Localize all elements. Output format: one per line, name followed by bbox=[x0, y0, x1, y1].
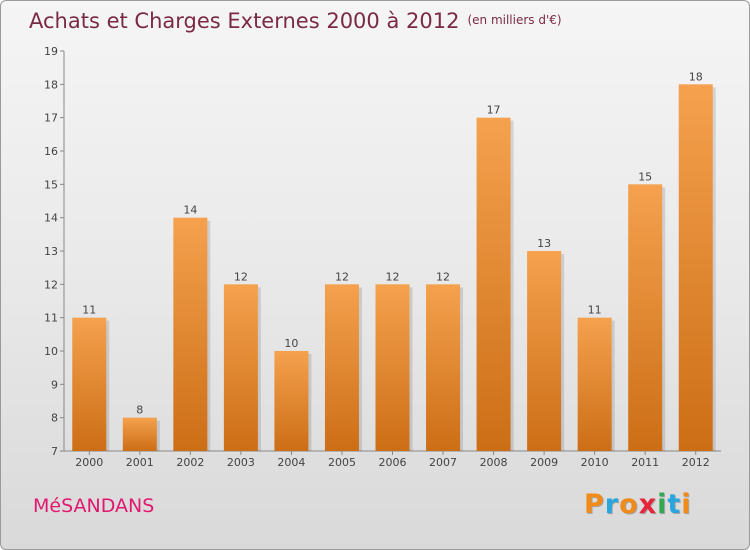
logo-letter: P bbox=[584, 489, 605, 520]
y-tick-label: 14 bbox=[44, 212, 58, 225]
y-tick-label: 18 bbox=[44, 78, 58, 91]
y-tick-label: 7 bbox=[51, 445, 58, 458]
y-tick-label: 8 bbox=[51, 412, 58, 425]
bar bbox=[122, 417, 157, 451]
bar bbox=[274, 351, 309, 451]
bar bbox=[173, 217, 208, 451]
bar-value-label: 12 bbox=[436, 270, 450, 283]
bar bbox=[628, 184, 663, 452]
bar-value-label: 8 bbox=[136, 404, 143, 417]
x-tick-label: 2007 bbox=[429, 456, 457, 469]
y-tick-label: 16 bbox=[44, 145, 58, 158]
logo-letter: x bbox=[638, 489, 658, 520]
chart-title-text: Achats et Charges Externes 2000 à 2012 bbox=[29, 9, 460, 33]
bar-value-label: 10 bbox=[284, 337, 298, 350]
x-tick-label: 2000 bbox=[75, 456, 103, 469]
x-tick-label: 2005 bbox=[328, 456, 356, 469]
unit-note: (en milliers d'€) bbox=[467, 13, 562, 27]
bar bbox=[527, 251, 562, 451]
bar-value-label: 14 bbox=[183, 204, 197, 217]
x-tick-label: 2012 bbox=[682, 456, 710, 469]
bar bbox=[476, 117, 511, 452]
y-tick-label: 17 bbox=[44, 112, 58, 125]
x-tick-label: 2010 bbox=[581, 456, 609, 469]
y-tick-label: 11 bbox=[44, 312, 58, 325]
bar bbox=[426, 284, 461, 451]
x-tick-label: 2011 bbox=[631, 456, 659, 469]
logo-letter: i bbox=[657, 489, 668, 520]
bar bbox=[72, 317, 107, 451]
bar-value-label: 15 bbox=[638, 170, 652, 183]
logo-letter: t bbox=[667, 489, 682, 520]
logo-letter: r bbox=[604, 489, 620, 520]
bar-value-label: 12 bbox=[335, 270, 349, 283]
y-tick-label: 10 bbox=[44, 345, 58, 358]
y-tick-label: 9 bbox=[51, 378, 58, 391]
bar bbox=[324, 284, 359, 451]
bar-value-label: 11 bbox=[588, 304, 602, 317]
chart-title: Achats et Charges Externes 2000 à 2012 (e… bbox=[29, 9, 562, 33]
x-tick-label: 2009 bbox=[530, 456, 558, 469]
bar-value-label: 12 bbox=[386, 270, 400, 283]
bar bbox=[223, 284, 258, 451]
bar-value-label: 11 bbox=[82, 304, 96, 317]
x-tick-label: 2008 bbox=[480, 456, 508, 469]
y-tick-label: 12 bbox=[44, 278, 58, 291]
bar-value-label: 17 bbox=[487, 104, 501, 117]
bar-value-label: 12 bbox=[234, 270, 248, 283]
y-tick-label: 13 bbox=[44, 245, 58, 258]
bar bbox=[678, 84, 713, 451]
y-tick-label: 19 bbox=[44, 45, 58, 58]
commune-name: MéSANDANS bbox=[33, 495, 155, 517]
bar bbox=[577, 317, 612, 451]
bar-value-label: 13 bbox=[537, 237, 551, 250]
x-tick-label: 2006 bbox=[379, 456, 407, 469]
bar-value-label: 18 bbox=[689, 70, 703, 83]
logo-letter: i bbox=[681, 489, 692, 520]
x-tick-label: 2004 bbox=[277, 456, 305, 469]
x-tick-label: 2002 bbox=[176, 456, 204, 469]
bar bbox=[375, 284, 410, 451]
y-tick-label: 15 bbox=[44, 178, 58, 191]
x-tick-label: 2003 bbox=[227, 456, 255, 469]
x-tick-label: 2001 bbox=[126, 456, 154, 469]
logo-letter: o bbox=[619, 489, 639, 520]
proxiti-logo: Proxiti bbox=[584, 489, 692, 520]
